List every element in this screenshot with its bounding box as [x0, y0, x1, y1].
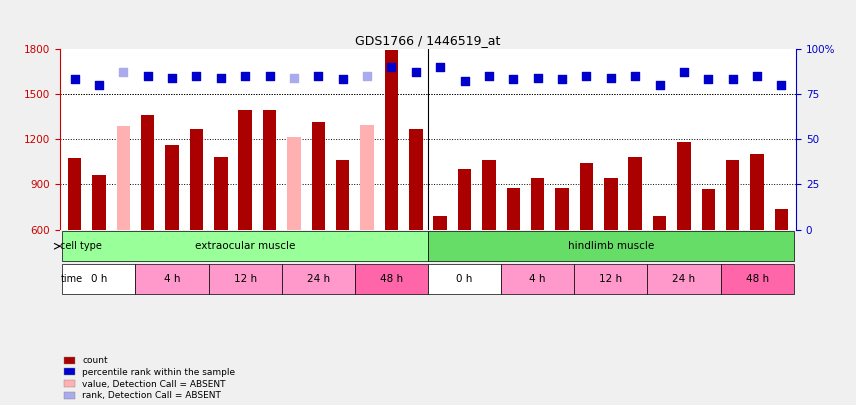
Point — [312, 72, 325, 79]
Point — [726, 76, 740, 83]
Point — [458, 78, 472, 85]
FancyBboxPatch shape — [428, 264, 501, 294]
Bar — [239, 111, 252, 230]
FancyBboxPatch shape — [574, 264, 647, 294]
Point — [482, 72, 496, 79]
Point — [507, 76, 520, 83]
Point — [677, 69, 691, 75]
Bar — [263, 110, 276, 230]
Bar — [190, 129, 203, 230]
Bar — [68, 158, 81, 230]
Point — [775, 81, 788, 88]
Legend: count, percentile rank within the sample, value, Detection Call = ABSENT, rank, : count, percentile rank within the sample… — [64, 356, 235, 401]
Title: GDS1766 / 1446519_at: GDS1766 / 1446519_at — [355, 34, 501, 47]
Point — [238, 72, 252, 79]
Text: 48 h: 48 h — [380, 274, 403, 284]
Point — [653, 81, 667, 88]
Bar — [604, 179, 617, 230]
FancyBboxPatch shape — [135, 264, 209, 294]
Point — [68, 76, 81, 83]
Point — [336, 76, 349, 83]
Point — [92, 81, 106, 88]
FancyBboxPatch shape — [647, 264, 721, 294]
FancyBboxPatch shape — [355, 264, 428, 294]
FancyBboxPatch shape — [62, 264, 135, 294]
Point — [701, 76, 715, 83]
Point — [409, 69, 423, 75]
Text: 24 h: 24 h — [306, 274, 330, 284]
Bar — [556, 188, 568, 230]
FancyBboxPatch shape — [282, 264, 355, 294]
Bar — [458, 168, 472, 230]
Bar — [116, 126, 130, 230]
Bar — [482, 160, 496, 230]
Bar — [726, 160, 740, 230]
Bar — [531, 179, 544, 230]
Point — [189, 72, 203, 79]
Point — [580, 72, 593, 79]
Bar — [92, 175, 105, 230]
Point — [628, 72, 642, 79]
Bar — [214, 157, 228, 230]
Point — [165, 75, 179, 81]
Text: 4 h: 4 h — [163, 274, 181, 284]
FancyBboxPatch shape — [62, 231, 428, 261]
Point — [214, 75, 228, 81]
Point — [604, 75, 618, 81]
Bar — [580, 163, 593, 230]
Text: time: time — [61, 274, 82, 284]
Bar — [360, 125, 374, 230]
Text: 0 h: 0 h — [91, 274, 107, 284]
Bar — [409, 129, 423, 230]
Point — [263, 72, 276, 79]
Text: 48 h: 48 h — [746, 274, 769, 284]
Bar — [141, 115, 154, 230]
Text: extraocular muscle: extraocular muscle — [195, 241, 295, 251]
FancyBboxPatch shape — [501, 264, 574, 294]
Point — [556, 76, 569, 83]
Bar — [702, 189, 715, 230]
Bar — [165, 145, 179, 230]
FancyBboxPatch shape — [721, 264, 794, 294]
Bar — [384, 50, 398, 230]
FancyBboxPatch shape — [428, 231, 794, 261]
Text: 4 h: 4 h — [530, 274, 546, 284]
Bar — [677, 142, 691, 230]
Point — [433, 64, 447, 70]
Text: 0 h: 0 h — [456, 274, 473, 284]
Bar — [751, 154, 764, 230]
Bar — [628, 157, 642, 230]
Text: cell type: cell type — [61, 241, 102, 251]
FancyBboxPatch shape — [209, 264, 282, 294]
Bar — [288, 137, 300, 230]
Point — [116, 69, 130, 75]
Text: hindlimb muscle: hindlimb muscle — [568, 241, 654, 251]
Bar — [775, 209, 788, 230]
Bar — [433, 216, 447, 230]
Bar — [312, 122, 325, 230]
Point — [531, 75, 544, 81]
Bar — [336, 160, 349, 230]
Point — [287, 75, 300, 81]
Bar — [507, 188, 520, 230]
Point — [360, 72, 374, 79]
Text: 12 h: 12 h — [599, 274, 622, 284]
Point — [384, 64, 398, 70]
Point — [141, 72, 155, 79]
Text: 24 h: 24 h — [672, 274, 696, 284]
Bar — [653, 216, 666, 230]
Point — [750, 72, 764, 79]
Text: 12 h: 12 h — [234, 274, 257, 284]
